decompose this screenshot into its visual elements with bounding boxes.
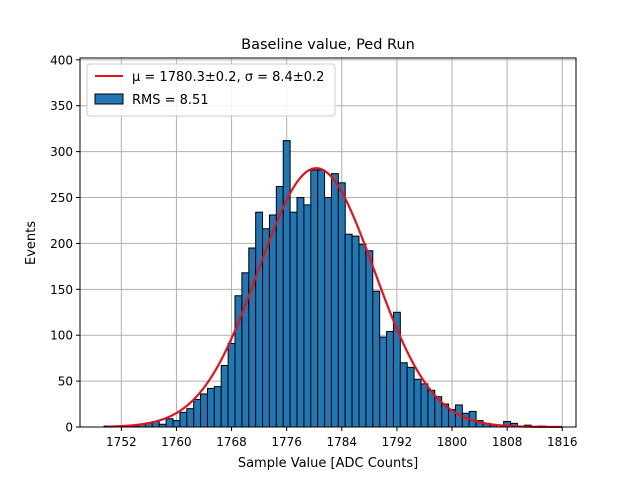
histogram-bar [165, 418, 174, 428]
histogram-bar [186, 408, 195, 428]
y-tick-label: 100 [50, 329, 73, 343]
x-tick-label: 1792 [382, 435, 413, 449]
y-tick-label: 150 [50, 283, 73, 297]
histogram-bar [179, 411, 188, 428]
legend: μ = 1780.3±0.2, σ = 8.4±0.2 RMS = 8.51 [86, 63, 336, 117]
fit-curve-group [107, 167, 563, 429]
histogram-bar [172, 420, 181, 428]
histogram-bar [344, 233, 353, 428]
histogram-bar [379, 336, 388, 428]
y-tick-label: 50 [58, 375, 73, 389]
histogram-bar [296, 197, 305, 428]
y-tick-label: 0 [65, 421, 73, 435]
x-tick-label: 1816 [547, 435, 578, 449]
histogram-bar [324, 197, 332, 428]
histogram-bars [103, 140, 546, 428]
x-tick-label: 1808 [492, 435, 523, 449]
histogram-bar [248, 247, 257, 428]
x-axis-label: Sample Value [ADC Counts] [238, 456, 418, 471]
histogram-bar [213, 386, 222, 428]
plot-frame [79, 57, 577, 428]
gaussian-fit-curve [107, 167, 563, 429]
x-tick-label: 1768 [216, 435, 247, 449]
histogram-bar [200, 393, 208, 428]
legend-rms-label: RMS = 8.51 [132, 93, 209, 108]
histogram-bar [337, 182, 346, 428]
histogram-bar [427, 389, 436, 428]
y-axis-ticks: 0 50 100 150 200 250 300 350 400 [50, 53, 80, 435]
x-axis-ticks: 1752 1760 1768 1776 1784 1792 1800 1808 1816 [106, 427, 577, 449]
x-tick-label: 1760 [161, 435, 192, 449]
y-tick-label: 350 [50, 99, 73, 113]
histogram-bar [206, 387, 215, 428]
histogram-bar [330, 173, 339, 428]
histogram-bar [420, 383, 429, 428]
histogram-bar [413, 378, 422, 428]
histogram-bar [358, 243, 367, 428]
y-tick-label: 200 [50, 237, 73, 251]
y-tick-label: 300 [50, 145, 73, 159]
histogram-bar [303, 204, 312, 428]
histogram-bar [372, 290, 381, 428]
histogram-bar [317, 169, 326, 428]
histogram-bar [406, 366, 415, 428]
x-tick-label: 1752 [106, 435, 137, 449]
histogram-bar [386, 331, 394, 428]
histogram-bar [255, 211, 264, 428]
legend-box [86, 63, 336, 117]
histogram-bar [220, 365, 229, 428]
histogram-bar [399, 362, 408, 428]
histogram-bar [310, 169, 319, 428]
histogram-bar [193, 398, 202, 428]
histogram-bar [461, 412, 470, 428]
x-tick-label: 1776 [271, 435, 302, 449]
histogram-bar [227, 342, 236, 428]
legend-bar-swatch [94, 93, 124, 105]
histogram-bar [289, 211, 298, 428]
chart-title: Baseline value, Ped Run [241, 37, 415, 53]
legend-fit-label: μ = 1780.3±0.2, σ = 8.4±0.2 [132, 70, 324, 85]
histogram-bar [282, 140, 291, 428]
y-tick-label: 250 [50, 191, 73, 205]
histogram-bar [268, 214, 277, 428]
x-tick-label: 1784 [327, 435, 358, 449]
y-axis-label: Events [24, 221, 39, 265]
x-tick-label: 1800 [437, 435, 468, 449]
histogram-bar [365, 250, 374, 428]
y-tick-label: 400 [50, 53, 73, 67]
histogram-bar [351, 235, 360, 428]
